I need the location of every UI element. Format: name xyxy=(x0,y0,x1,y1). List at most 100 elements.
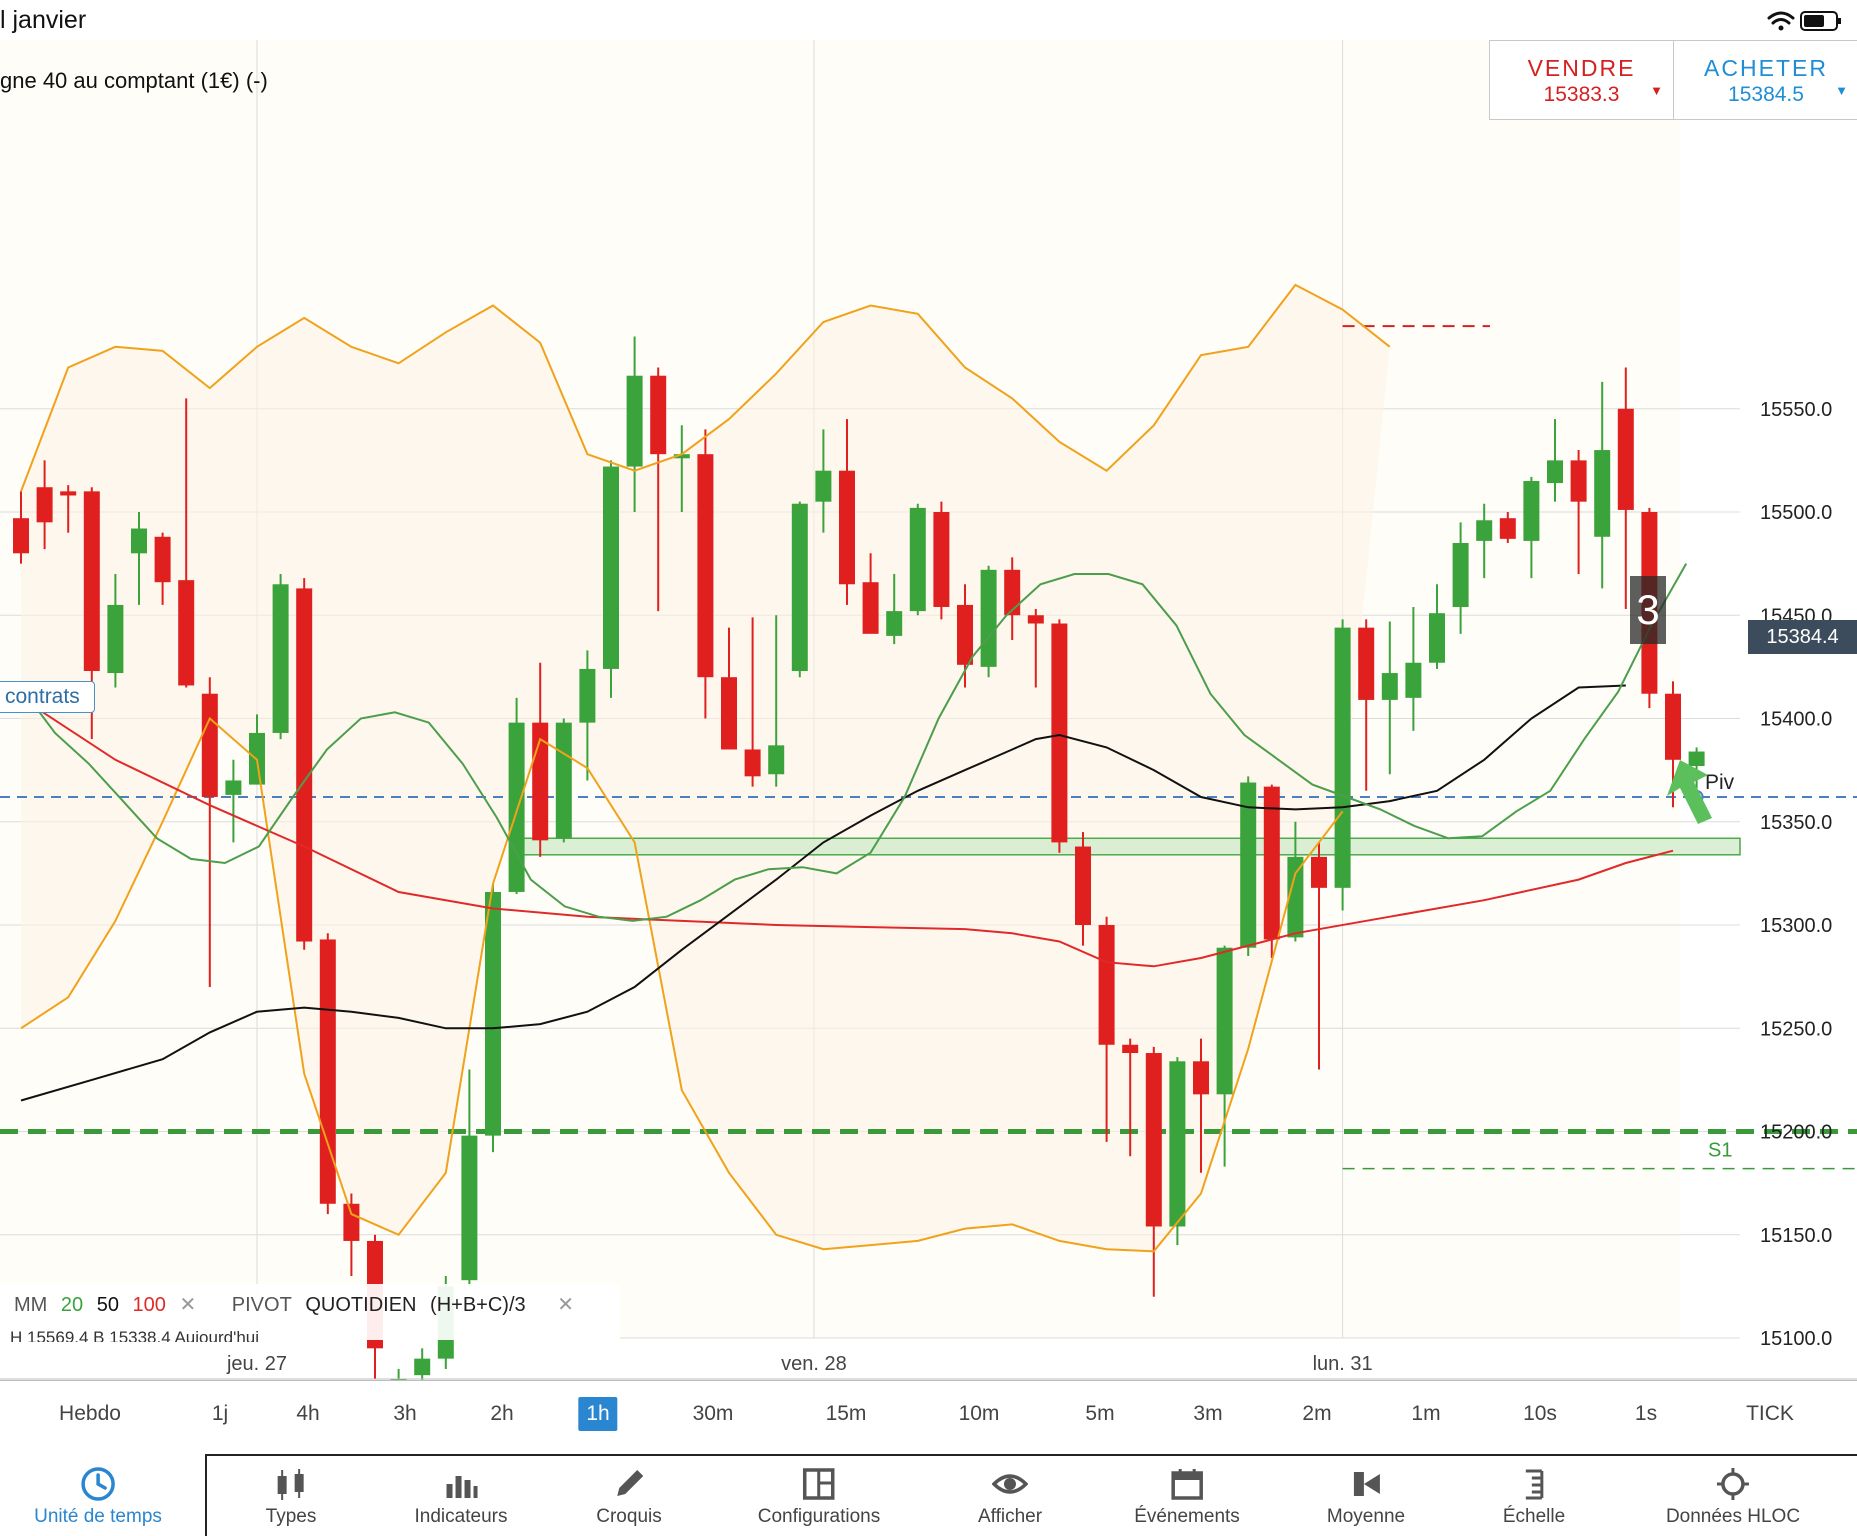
candle-body xyxy=(1051,623,1068,843)
timeframe-30m[interactable]: 30m xyxy=(692,1402,734,1425)
candle-body xyxy=(1263,786,1280,940)
buy-button[interactable]: ACHETER 15384.5 ▼ xyxy=(1673,40,1857,120)
tool-label: Indicateurs xyxy=(414,1506,508,1527)
tool-label: Croquis xyxy=(596,1506,662,1527)
candle-body xyxy=(1547,460,1563,484)
candle-body xyxy=(178,580,195,686)
candle-body xyxy=(131,528,147,554)
sell-label: VENDRE xyxy=(1527,55,1636,81)
sell-button[interactable]: VENDRE 15383.3 ▼ xyxy=(1489,40,1674,120)
timeframe-2h[interactable]: 2h xyxy=(490,1402,514,1425)
candle-body xyxy=(1004,569,1021,616)
candle-body xyxy=(1287,856,1304,938)
tool-bar-frame xyxy=(205,1454,1857,1536)
timeframe-15m[interactable]: 15m xyxy=(825,1402,867,1425)
candle-body xyxy=(1169,1061,1186,1227)
buy-price: 15384.5 xyxy=(1728,83,1804,106)
tool-scale[interactable]: Échelle xyxy=(1503,1454,1565,1536)
chart-area[interactable]: Piv S1 15550.0 15500.0 15450.0 15400.0 15350.0… xyxy=(0,0,1857,1380)
candle-body xyxy=(1499,518,1516,539)
buy-dropdown-icon[interactable]: ▼ xyxy=(1835,83,1848,98)
y-tick-label: 15250.0 xyxy=(1760,1018,1832,1040)
timeframe-1s[interactable]: 1s xyxy=(1634,1402,1658,1425)
candle-body xyxy=(414,1358,431,1376)
candle-countdown-badge: 3 xyxy=(1630,576,1666,644)
timeframe-2m[interactable]: 2m xyxy=(1302,1402,1332,1425)
candle-body xyxy=(886,611,903,636)
sell-dropdown-icon[interactable]: ▼ xyxy=(1650,83,1663,98)
ma20-line xyxy=(20,563,1688,922)
tool-clock[interactable]: Unité de temps xyxy=(34,1454,162,1536)
timeframe-1h[interactable]: 1h xyxy=(578,1397,618,1431)
current-price-tag: 15384.4 xyxy=(1748,620,1857,654)
candle-body xyxy=(225,780,242,795)
candle-body xyxy=(201,693,218,797)
timeframe-10m[interactable]: 10m xyxy=(958,1402,1000,1425)
bollinger-upper xyxy=(20,283,1391,492)
timeframe-tick[interactable]: TICK xyxy=(1746,1402,1794,1425)
tool-crosshair[interactable]: Données HLOC xyxy=(1666,1454,1800,1536)
legend-pivot-formula: (H+B+C)/3 xyxy=(430,1294,526,1316)
status-bar: l janvier xyxy=(0,0,1857,40)
timeframe-10s[interactable]: 10s xyxy=(1523,1402,1557,1425)
tool-candles[interactable]: Types xyxy=(266,1454,316,1536)
candle-body xyxy=(933,512,950,607)
candle-body xyxy=(1122,1044,1139,1054)
legend-ma20: 20 xyxy=(60,1294,84,1316)
timeframe-1m[interactable]: 1m xyxy=(1411,1402,1441,1425)
candle-body xyxy=(319,939,336,1204)
tool-eye[interactable]: Afficher xyxy=(978,1454,1042,1536)
candle-body xyxy=(626,375,643,467)
candle-body xyxy=(343,1203,360,1241)
candle-body xyxy=(1617,408,1634,510)
x-tick-label: ven. 28 xyxy=(781,1353,847,1375)
x-tick-label: jeu. 27 xyxy=(226,1353,287,1375)
tool-bars[interactable]: Indicateurs xyxy=(414,1454,508,1536)
timeframe-5m[interactable]: 5m xyxy=(1085,1402,1115,1425)
price-chart[interactable]: PivS115550.015500.015450.015400.015350.0… xyxy=(0,0,1857,1380)
timeframe-3h[interactable]: 3h xyxy=(393,1402,417,1425)
bollinger-lower xyxy=(20,716,1344,1253)
candle-body xyxy=(296,588,313,942)
timeframe-bar: Hebdo 1j 4h 3h 2h 1h 30m 15m 10m 5m 3m 2m 1m 10s 1s TIC… xyxy=(0,1380,1857,1453)
candle-body xyxy=(485,891,501,1136)
tool-calendar[interactable]: Événements xyxy=(1134,1454,1240,1536)
tool-pencil[interactable]: Croquis xyxy=(596,1454,662,1536)
clock-icon xyxy=(81,1467,115,1501)
candle-body xyxy=(909,507,926,612)
bollinger-fill xyxy=(21,284,1390,1252)
wifi-icon xyxy=(1767,11,1795,31)
legend-pivot-close-icon[interactable]: ✕ xyxy=(557,1294,574,1316)
candle-body xyxy=(697,454,714,678)
highlight-arrow-icon xyxy=(1667,760,1712,824)
candle-body xyxy=(1665,693,1681,760)
candle-body xyxy=(1240,782,1257,948)
y-tick-label: 15300.0 xyxy=(1760,915,1832,937)
timeframe-hebdo[interactable]: Hebdo xyxy=(59,1402,121,1425)
candle-body xyxy=(650,375,667,455)
legend-ma-close-icon[interactable]: ✕ xyxy=(179,1294,197,1316)
timeframe-3m[interactable]: 3m xyxy=(1193,1402,1223,1425)
position-contracts-tag[interactable]: contrats xyxy=(0,681,95,713)
status-date: l janvier xyxy=(0,6,87,34)
candle-body xyxy=(1145,1053,1162,1227)
candle-body xyxy=(1334,627,1351,888)
tool-bar: Unité de temps Types Indicateurs Croquis Con… xyxy=(0,1454,1857,1536)
layout-icon xyxy=(803,1468,835,1500)
scale-icon xyxy=(1525,1469,1544,1500)
timeframe-4h[interactable]: 4h xyxy=(296,1402,320,1425)
tool-label: Afficher xyxy=(977,1506,1043,1527)
candle-body xyxy=(603,466,619,669)
candle-body xyxy=(461,1135,478,1281)
legend-ma50: 50 xyxy=(96,1294,119,1316)
candle-body xyxy=(1594,450,1611,537)
s1-label: S1 xyxy=(1708,1140,1732,1162)
candle-body xyxy=(791,503,808,672)
candle-body xyxy=(862,582,879,634)
tool-average[interactable]: Moyenne xyxy=(1327,1454,1405,1536)
candle-body xyxy=(815,470,832,502)
timeframe-1j[interactable]: 1j xyxy=(211,1402,229,1425)
tool-layout[interactable]: Configurations xyxy=(758,1454,880,1536)
y-tick-label: 15550.0 xyxy=(1760,399,1832,421)
y-tick-label: 15350.0 xyxy=(1760,812,1832,834)
